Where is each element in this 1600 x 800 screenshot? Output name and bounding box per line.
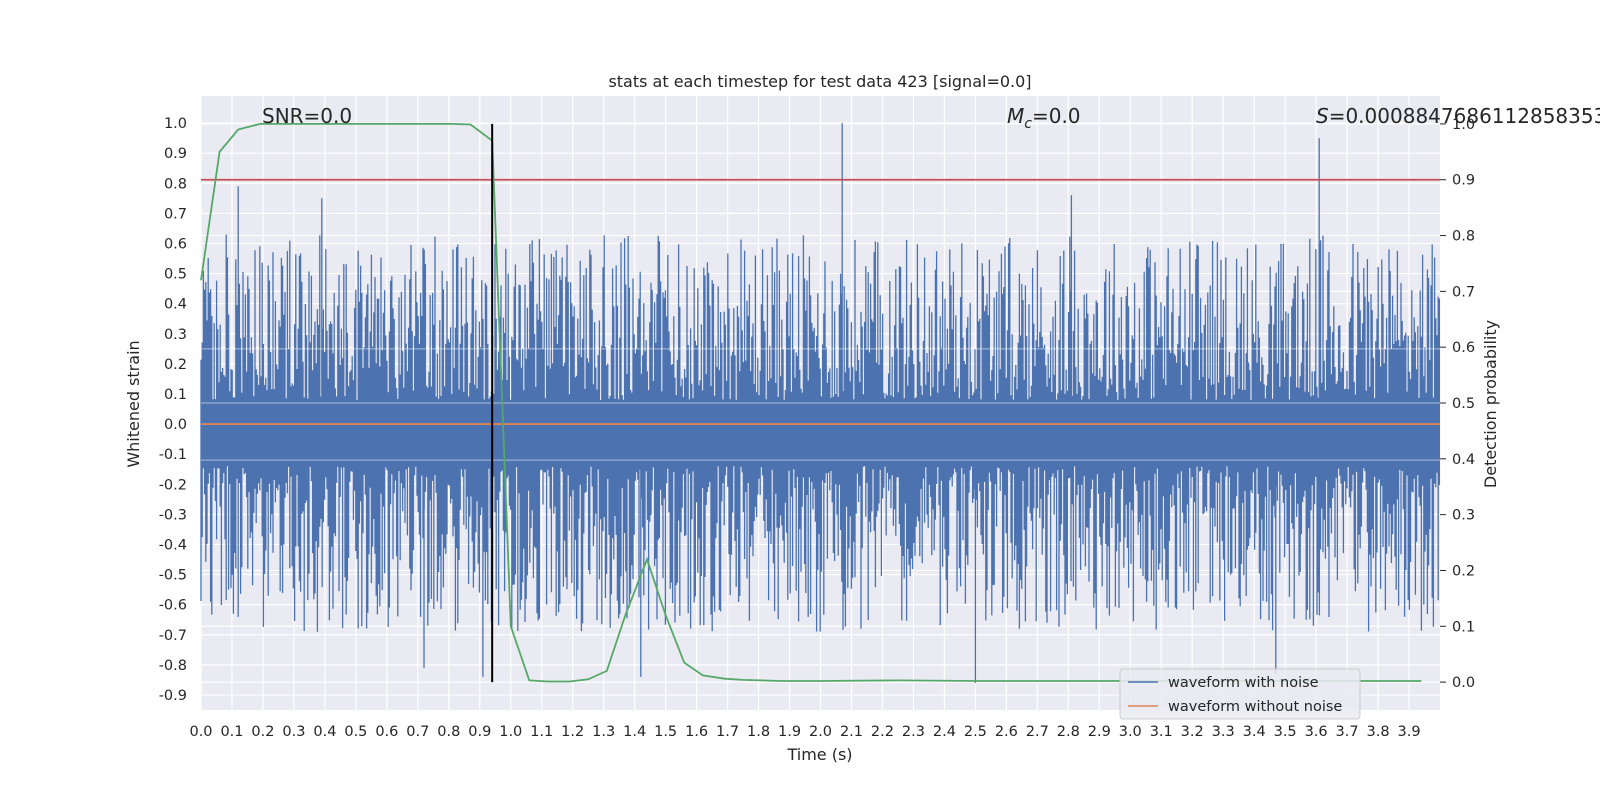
x-tick-label: 1.3: [592, 724, 615, 740]
y-tick-label-left: -0.9: [159, 688, 187, 704]
tick-labels: 0.0 0.1 0.2 0.3 0.4 0.5 0.6 0.7 0.8 0.9 1.0 1.1 1.2 1…: [159, 116, 1475, 740]
x-tick-label: 1.0: [499, 724, 522, 740]
s-symbol: S: [1316, 104, 1329, 128]
legend-box: [1119, 668, 1361, 720]
legend-label-clean: waveform without noise: [1168, 699, 1342, 715]
x-tick-label: 3.1: [1150, 724, 1173, 740]
y-tick-label-right: 0.3: [1452, 508, 1475, 524]
y-axis-label-right: Detection probability: [1481, 320, 1500, 488]
x-tick-label: 0.1: [220, 724, 243, 740]
x-tick-label: 1.8: [747, 724, 770, 740]
y-axis-label-left: Whitened strain: [124, 340, 143, 467]
x-tick-label: 2.5: [964, 724, 987, 740]
y-tick-label-right: 0.0: [1452, 675, 1475, 691]
y-tick-label-left: -0.1: [159, 447, 187, 463]
y-tick-label-left: 0.8: [164, 176, 187, 192]
x-tick-label: 2.4: [933, 724, 956, 740]
x-tick-label: 3.5: [1274, 724, 1297, 740]
y-tick-label-left: -0.2: [159, 477, 187, 493]
x-tick-label: 3.6: [1305, 724, 1328, 740]
s-annotation: S=0.0008847686112858353: [1316, 104, 1600, 128]
mc-value: =0.0: [1032, 104, 1081, 128]
y-tick-label-left: -0.6: [159, 598, 187, 614]
x-tick-label: 2.8: [1057, 724, 1080, 740]
y-tick-label-left: 0.3: [164, 327, 187, 343]
y-tick-label-left: 0.6: [164, 236, 187, 252]
y-tick-label-left: -0.4: [159, 537, 187, 553]
x-tick-label: 2.3: [902, 724, 925, 740]
y-tick-label-left: 0.4: [164, 297, 187, 313]
y-tick-label-right: 0.9: [1452, 173, 1475, 189]
snr-annotation: SNR=0.0: [262, 104, 352, 128]
s-value: =0.0008847686112858353: [1329, 104, 1600, 128]
mc-subscript: c: [1024, 116, 1032, 132]
y-tick-label-right: 1.0: [1452, 117, 1475, 133]
x-tick-label: 1.9: [778, 724, 801, 740]
x-tick-label: 0.6: [375, 724, 398, 740]
x-tick-label: 3.2: [1181, 724, 1204, 740]
x-tick-label: 3.8: [1367, 724, 1390, 740]
y-tick-label-left: 0.5: [164, 267, 187, 283]
x-tick-label: 2.7: [1026, 724, 1049, 740]
noisy-waveform-trace: [200, 123, 1441, 683]
x-tick-label: 2.9: [1088, 724, 1111, 740]
x-tick-label: 0.5: [344, 724, 367, 740]
x-tick-label: 3.0: [1119, 724, 1142, 740]
y-tick-label-right: 0.7: [1452, 284, 1475, 300]
x-tick-label: 3.9: [1397, 724, 1420, 740]
y-tick-label-left: -0.8: [159, 658, 187, 674]
y-tick-label-right: 0.4: [1452, 452, 1475, 468]
x-tick-label: 0.3: [282, 724, 305, 740]
y-tick-label-right: 0.8: [1452, 229, 1475, 245]
detection-probability-line: [200, 123, 1422, 683]
x-tick-label: 1.1: [530, 724, 553, 740]
y-tick-label-right: 0.5: [1452, 396, 1475, 412]
noisy-waveform: [200, 123, 1441, 683]
x-tick-label: 1.5: [654, 724, 677, 740]
x-tick-label: 0.0: [189, 724, 212, 740]
x-tick-label: 0.7: [406, 724, 429, 740]
x-tick-label: 3.3: [1212, 724, 1235, 740]
x-axis-label: Time (s): [786, 745, 852, 764]
x-tick-label: 1.6: [685, 724, 708, 740]
x-tick-label: 1.2: [561, 724, 584, 740]
y-tick-label-right: 0.6: [1452, 340, 1475, 356]
chart-title: stats at each timestep for test data 423…: [608, 72, 1031, 91]
x-tick-label: 2.6: [995, 724, 1018, 740]
x-tick-label: 0.4: [313, 724, 336, 740]
y-tick-label-right: 0.2: [1452, 563, 1475, 579]
x-tick-label: 2.2: [871, 724, 894, 740]
x-tick-label: 0.2: [251, 724, 274, 740]
x-tick-label: 0.9: [468, 724, 491, 740]
y-tick-label-left: 0.7: [164, 206, 187, 222]
y-tick-label-left: 0.1: [164, 387, 187, 403]
y-tick-label-left: -0.5: [159, 568, 187, 584]
y-tick-label-left: -0.7: [159, 628, 187, 644]
y-tick-label-right: 0.1: [1452, 619, 1475, 635]
x-tick-label: 2.0: [809, 724, 832, 740]
legend-label-noise: waveform with noise: [1168, 675, 1319, 691]
x-tick-label: 2.1: [840, 724, 863, 740]
x-tick-label: 3.4: [1243, 724, 1266, 740]
y-tick-label-left: 1.0: [164, 116, 187, 132]
legend: waveform with noise waveform without noi…: [1119, 668, 1361, 720]
y-tick-label-left: -0.3: [159, 507, 187, 523]
x-tick-label: 1.4: [623, 724, 646, 740]
x-tick-label: 3.7: [1336, 724, 1359, 740]
x-tick-label: 0.8: [437, 724, 460, 740]
y-tick-label-left: 0.0: [164, 417, 187, 433]
mc-annotation: Mc=0.0: [1007, 104, 1081, 132]
x-tick-label: 1.7: [716, 724, 739, 740]
line-layer: [200, 123, 1440, 683]
y-tick-label-left: 0.2: [164, 357, 187, 373]
y-tick-label-left: 0.9: [164, 146, 187, 162]
mc-symbol: M: [1007, 104, 1024, 128]
